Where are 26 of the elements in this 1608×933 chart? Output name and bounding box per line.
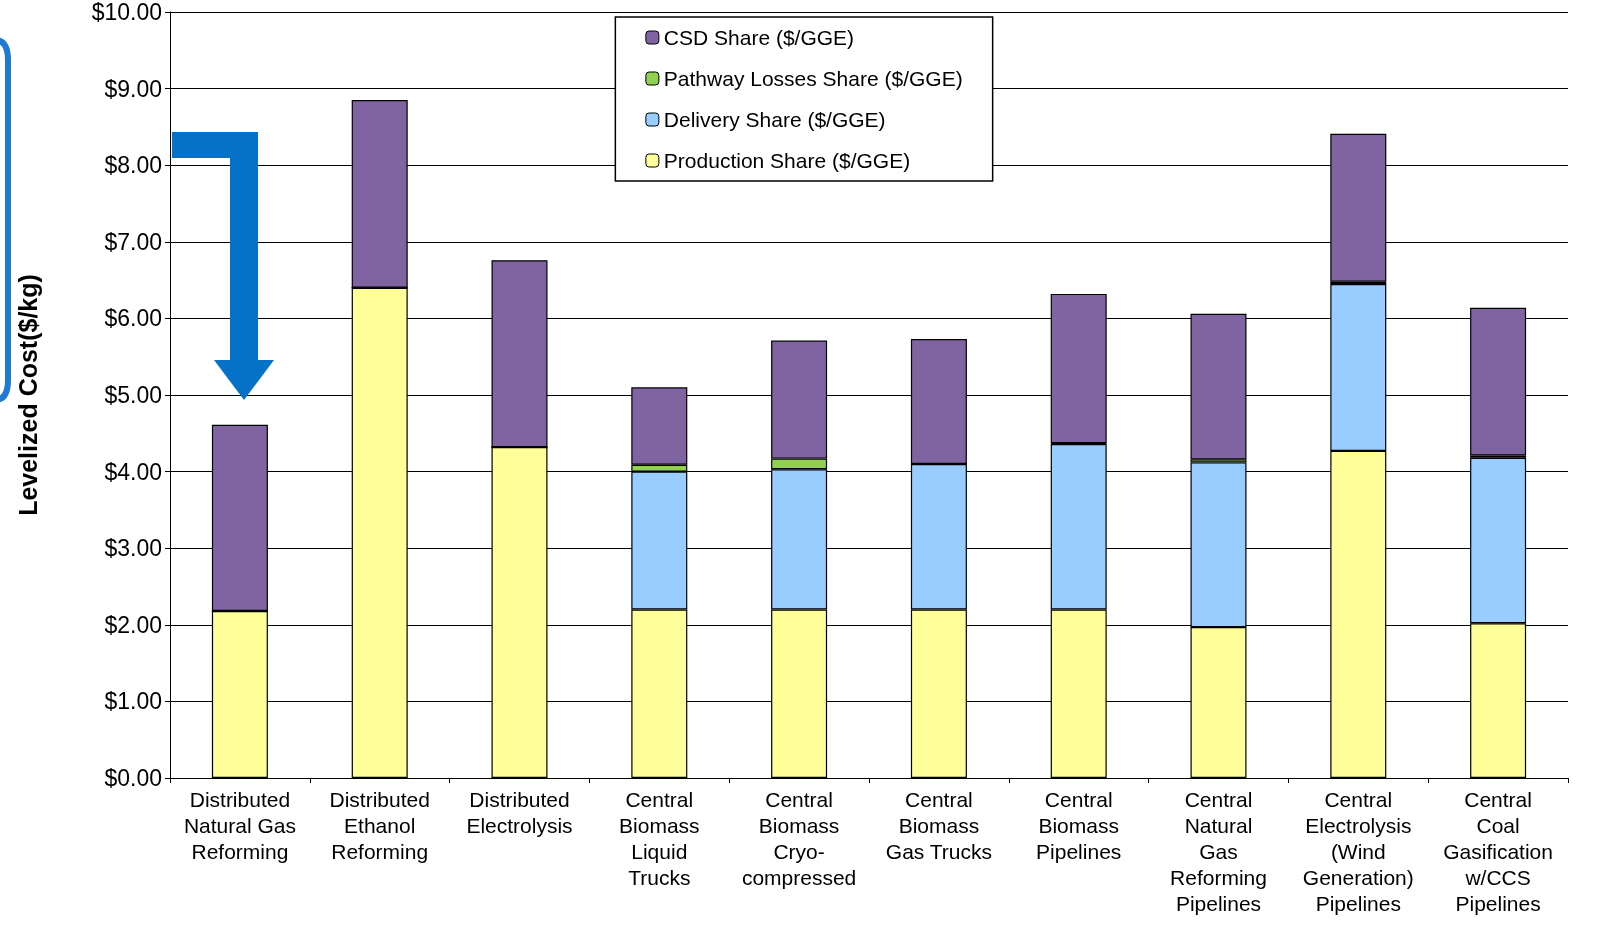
legend-label: Delivery Share ($/GGE) [663,108,886,131]
y-tick-label: $1.00 [104,688,162,715]
legend-label: Pathway Losses Share ($/GGE) [663,67,963,90]
x-tick-label: Central Coal Gasification w/CCS Pipelines [1443,787,1553,915]
x-tick-label: Central Biomass Cryo- compressed [741,787,857,889]
x-tick-label: Central Electrolysis (Wind Generation) Pipelines [1302,787,1414,915]
y-tick-label: $6.00 [104,305,162,332]
x-tick-label: Central Natural Gas Reforming Pipelines [1170,787,1267,915]
x-tick-label: Central Biomass Pipelines [1036,787,1122,863]
y-tick-label: $8.00 [104,152,162,179]
y-tick-label: $9.00 [104,75,162,102]
y-tick-label: $3.00 [104,535,162,562]
y-tick-label: $4.00 [104,458,162,485]
y-tick-label: $2.00 [104,611,162,638]
x-tick-label: Central Biomass Gas Trucks [885,787,992,863]
y-axis-title: Levelized Cost($/kg) [13,274,42,516]
x-tick-label: Central Biomass Liquid Trucks [619,787,700,889]
y-tick-label: $0.00 [104,765,162,791]
y-tick-label: $10.00 [91,0,162,25]
legend-label: CSD Share ($/GGE) [663,26,855,49]
x-tick-label: Distributed Natural Gas Reforming [183,787,296,863]
y-tick-label: $5.00 [104,382,162,408]
x-tick-label: Distributed Ethanol Reforming [329,787,430,863]
y-tick-label: $7.00 [104,228,162,255]
legend-label: Production Share ($/GGE) [663,149,911,172]
x-tick-label: Distributed Electrolysis [466,787,573,837]
